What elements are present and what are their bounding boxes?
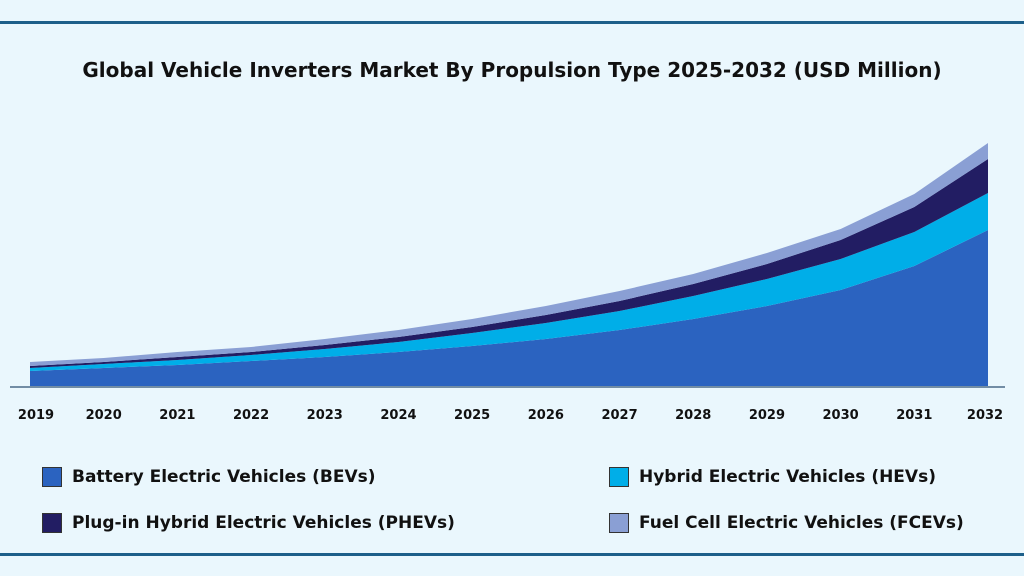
- top-border: [0, 21, 1024, 24]
- legend-label-hev: Hybrid Electric Vehicles (HEVs): [639, 467, 936, 487]
- x-tick-label: 2023: [307, 408, 343, 423]
- legend-swatch-hev: [609, 467, 629, 487]
- legend-swatch-bev: [42, 467, 62, 487]
- legend-item-phev: Plug-in Hybrid Electric Vehicles (PHEVs): [42, 513, 455, 533]
- x-tick-label: 2020: [86, 408, 122, 423]
- area-series-phev: [30, 159, 988, 368]
- x-tick-label: 2027: [601, 408, 637, 423]
- legend-item-bev: Battery Electric Vehicles (BEVs): [42, 467, 376, 487]
- x-tick-label: 2031: [896, 408, 932, 423]
- x-tick-label: 2024: [380, 408, 416, 423]
- area-series-bev: [30, 230, 988, 386]
- legend-item-hev: Hybrid Electric Vehicles (HEVs): [609, 467, 936, 487]
- x-tick-label: 2029: [749, 408, 785, 423]
- legend-label-fcev: Fuel Cell Electric Vehicles (FCEVs): [639, 513, 964, 533]
- x-tick-label: 2025: [454, 408, 490, 423]
- x-tick-label: 2028: [675, 408, 711, 423]
- legend-swatch-fcev: [609, 513, 629, 533]
- x-tick-label: 2030: [823, 408, 859, 423]
- bottom-border: [0, 553, 1024, 556]
- x-tick-label: 2026: [528, 408, 564, 423]
- legend-label-phev: Plug-in Hybrid Electric Vehicles (PHEVs): [72, 513, 455, 533]
- x-tick-label: 2021: [159, 408, 195, 423]
- chart-title: Global Vehicle Inverters Market By Propu…: [82, 58, 942, 82]
- legend-label-bev: Battery Electric Vehicles (BEVs): [72, 467, 376, 487]
- area-series-hev: [30, 193, 988, 371]
- x-tick-label: 2022: [233, 408, 269, 423]
- x-tick-label: 2032: [967, 408, 1003, 423]
- legend-swatch-phev: [42, 513, 62, 533]
- legend-item-fcev: Fuel Cell Electric Vehicles (FCEVs): [609, 513, 964, 533]
- x-tick-label: 2019: [18, 408, 54, 423]
